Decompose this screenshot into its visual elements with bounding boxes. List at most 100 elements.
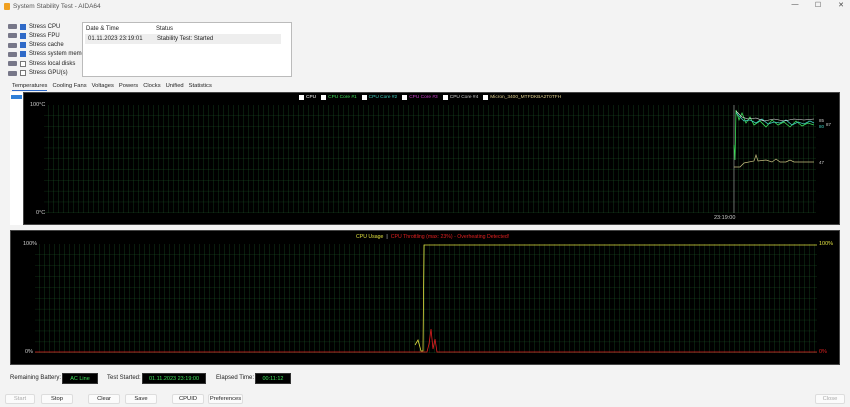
temp-y-min: 0°C: [36, 210, 46, 216]
elapsed-time-value: 00:11:12: [255, 373, 291, 384]
log-row[interactable]: 01.11.2023 23:19:01 Stability Test: Star…: [85, 34, 281, 44]
graph-scroll-thumb[interactable]: [11, 95, 22, 99]
fpu-icon: [8, 33, 17, 39]
log-header-datetime: Date & Time: [86, 26, 120, 32]
legend-checkbox[interactable]: [402, 95, 408, 100]
battery-label: Remaining Battery:: [10, 375, 62, 381]
cpu-usage-title: CPU Usage: [356, 234, 384, 240]
cpu-usage-line: [414, 244, 817, 352]
legend-label: CPU Core #3: [409, 95, 438, 100]
log-row-status: Stability Test: Started: [157, 36, 214, 42]
cpuid-button[interactable]: CPUID: [172, 394, 204, 404]
stress-checkbox[interactable]: [20, 23, 26, 30]
reading-core-b: 80: [819, 124, 825, 129]
graph-scroll-panel: [10, 92, 23, 225]
legend-label: CPU Core #2: [368, 95, 398, 100]
tab-temperatures[interactable]: Temperatures: [12, 83, 48, 91]
stress-option[interactable]: Stress CPU: [8, 22, 60, 31]
stress-option-label: Stress FPU: [29, 32, 60, 39]
tab-statistics[interactable]: Statistics: [188, 83, 212, 89]
legend-checkbox[interactable]: [361, 95, 367, 100]
close-window-button[interactable]: ✕: [838, 2, 844, 9]
event-log-table: Date & Time Status 01.11.2023 23:19:01 S…: [82, 22, 292, 77]
cpu-right-max: 100%: [819, 241, 834, 247]
test-started-label: Test Started:: [107, 375, 141, 381]
tab-powers[interactable]: Powers: [118, 83, 139, 89]
tab-cooling-fans[interactable]: Cooling Fans: [52, 83, 87, 89]
cpu-icon: [8, 24, 17, 29]
tab-unified[interactable]: Unified: [165, 83, 184, 89]
legend-label: CPU: [306, 95, 317, 100]
log-header-status: Status: [156, 26, 174, 32]
tab-voltages[interactable]: Voltages: [91, 83, 114, 89]
cpu-core2-temp-line: [735, 112, 815, 126]
temp-y-max: 100°C: [30, 102, 46, 108]
gpu-icon: [8, 70, 17, 76]
legend-item[interactable]: CPU Core #1: [321, 95, 357, 100]
stress-checkbox[interactable]: [20, 60, 26, 67]
legend-item[interactable]: Micron_3400_MTFDKBA2T0TFH: [483, 95, 561, 100]
legend-checkbox[interactable]: [321, 95, 327, 100]
stop-button[interactable]: Stop: [41, 394, 73, 404]
log-row-datetime: 01.11.2023 23:19:01: [88, 36, 143, 42]
cache-icon: [8, 42, 17, 48]
disk-icon: [8, 61, 17, 67]
test-started-value: 01.11.2023 23:19:00: [142, 373, 206, 384]
preferences-button[interactable]: Preferences: [208, 394, 243, 404]
title-bar: [0, 0, 850, 13]
ssd-temp-line: [734, 153, 814, 168]
save-button[interactable]: Save: [125, 394, 157, 404]
legend-checkbox[interactable]: [299, 95, 304, 100]
stress-option[interactable]: Stress cache: [8, 41, 64, 50]
stress-checkbox[interactable]: [20, 42, 26, 49]
stress-option[interactable]: Stress FPU: [8, 31, 60, 40]
stress-checkbox[interactable]: [20, 32, 26, 39]
cpu-left-max: 100%: [23, 241, 38, 247]
stress-option[interactable]: Stress system memory: [8, 50, 90, 59]
temperature-legend: CPU CPU Core #1 CPU Core #2 CPU Core #3 CPU …: [299, 95, 561, 100]
cpu-graph-legend: CPU Usage | CPU Throttling (max: 23%) - …: [356, 234, 509, 240]
start-button[interactable]: Start: [5, 394, 35, 404]
battery-value: AC Line: [62, 373, 98, 384]
tab-clocks[interactable]: Clocks: [143, 83, 161, 89]
stress-option[interactable]: Stress local disks: [8, 59, 75, 68]
log-header: Date & Time Status: [83, 23, 291, 32]
legend-checkbox[interactable]: [442, 95, 448, 100]
reading-ssd: 47: [819, 160, 825, 165]
cpu-right-min: 0%: [819, 349, 827, 355]
reading-cpu: 87: [826, 122, 832, 127]
legend-item[interactable]: CPU Core #2: [361, 95, 398, 100]
legend-label: CPU Core #4: [449, 95, 479, 100]
clear-button[interactable]: Clear: [88, 394, 120, 404]
maximize-button[interactable]: ☐: [814, 2, 822, 9]
cpu-temp-line: [735, 110, 815, 122]
minimize-button[interactable]: —: [791, 1, 799, 8]
cpu-grid: [35, 244, 817, 353]
cpu-left-min: 0%: [25, 349, 33, 355]
legend-checkbox[interactable]: [483, 95, 489, 100]
window-title: System Stability Test - AIDA64: [13, 3, 101, 10]
close-button[interactable]: Close: [815, 394, 845, 404]
temperature-graph: CPU CPU Core #1 CPU Core #2 CPU Core #3 CPU …: [23, 92, 840, 225]
legend-label: CPU Core #1: [328, 95, 357, 100]
temperature-plot: [44, 105, 816, 213]
legend-separator: |: [386, 234, 388, 240]
temp-time-label: 23:19:00: [714, 215, 736, 221]
legend-item[interactable]: CPU Core #4: [442, 95, 479, 100]
legend-item[interactable]: CPU Core #3: [402, 95, 438, 100]
cpu-throttle-title: CPU Throttling (max: 23%) - Overheating …: [390, 234, 510, 240]
stress-checkbox[interactable]: [20, 70, 26, 76]
memory-icon: [8, 51, 17, 57]
stress-option-label: Stress cache: [29, 42, 64, 49]
stress-option[interactable]: Stress GPU(s): [8, 69, 68, 78]
legend-item[interactable]: CPU: [299, 95, 316, 100]
temperature-grid: [44, 105, 816, 213]
stress-checkbox[interactable]: [20, 51, 26, 58]
legend-label: Micron_3400_MTFDKBA2T0TFH: [490, 95, 562, 100]
sensor-tabs: Temperatures Cooling Fans Voltages Powers Cl…: [12, 82, 212, 91]
reading-core-a: 85: [819, 118, 825, 123]
cpu-usage-plot: [35, 244, 817, 353]
elapsed-time-label: Elapsed Time:: [216, 375, 255, 381]
cpu-usage-graph: CPU Usage | CPU Throttling (max: 23%) - …: [10, 230, 840, 365]
stress-option-label: Stress local disks: [29, 60, 76, 67]
